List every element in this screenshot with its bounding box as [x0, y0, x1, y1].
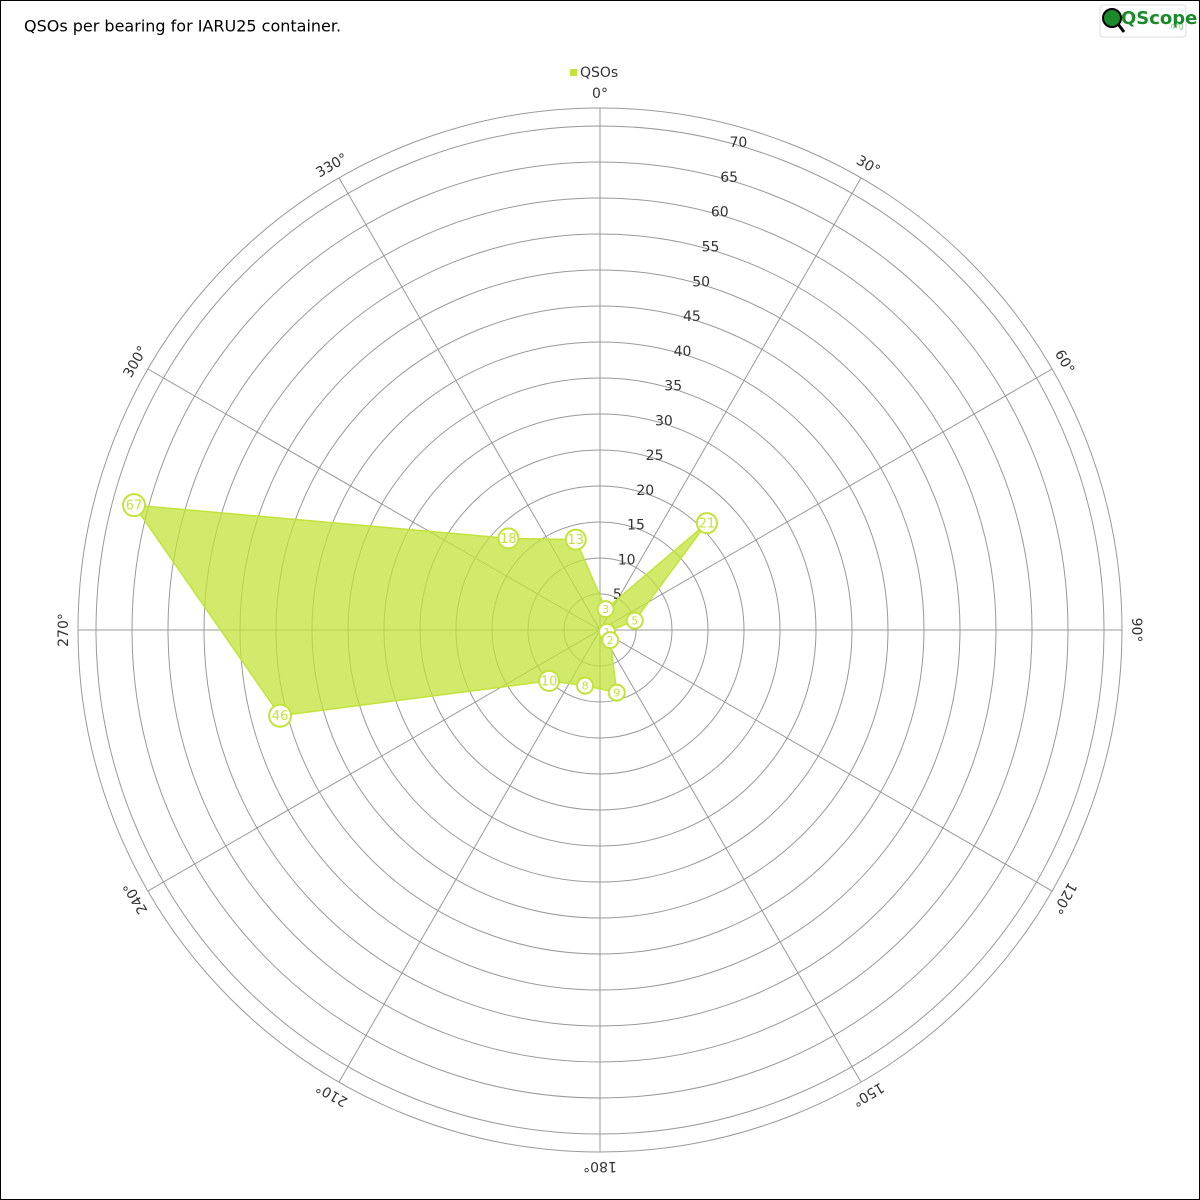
value-label: 3 — [602, 603, 609, 616]
y-tick-label: 15 — [627, 518, 645, 534]
point — [268, 703, 293, 728]
value-label: 67 — [126, 499, 143, 514]
value-label: 10 — [541, 674, 558, 689]
point — [625, 611, 644, 630]
y-tick-label: 45 — [683, 309, 701, 325]
grid-spoke — [338, 629, 601, 1083]
value-label: 18 — [500, 532, 517, 547]
y-tick-label: 40 — [674, 344, 692, 360]
angle-label: 270° — [56, 613, 72, 647]
value-label: 9 — [613, 687, 620, 700]
grid-spoke — [599, 177, 862, 631]
logo-icon — [1102, 8, 1122, 28]
point — [538, 669, 561, 692]
point — [607, 683, 626, 702]
point — [497, 527, 520, 550]
y-tick-label: 10 — [618, 552, 636, 568]
legend-swatch — [570, 69, 577, 76]
point — [576, 676, 595, 695]
y-tick-label: 50 — [692, 274, 710, 290]
legend-label: QSOs — [580, 65, 618, 81]
value-label: 13 — [568, 533, 585, 548]
angle-label: 90° — [1128, 618, 1144, 643]
y-tick-label: 65 — [720, 170, 738, 186]
y-tick-label: 35 — [664, 379, 682, 395]
point — [596, 600, 615, 619]
y-tick-label: 60 — [711, 205, 729, 221]
point — [564, 528, 587, 551]
value-label: 2 — [607, 634, 614, 647]
grid-spoke — [599, 629, 1053, 892]
y-tick-label: 30 — [655, 413, 673, 429]
y-tick-label: 25 — [646, 448, 664, 464]
angle-label: 180° — [583, 1158, 617, 1174]
y-tick-label: 55 — [702, 239, 720, 255]
value-label: 46 — [272, 709, 289, 724]
logo-suffix: .org — [1168, 22, 1184, 31]
chart-title: QSOs per bearing for IARU25 container. — [24, 17, 341, 36]
y-tick-label: 70 — [730, 135, 748, 151]
grid-spoke — [599, 368, 1053, 631]
logo-text: QScope — [1121, 8, 1197, 29]
logo-icon-handle — [1116, 23, 1126, 33]
y-tick-label: 5 — [613, 587, 622, 603]
y-tick-label: 20 — [636, 483, 654, 499]
value-label: 5 — [631, 615, 638, 628]
logo: QScope .org — [1099, 4, 1197, 38]
value-label: 8 — [582, 680, 589, 693]
point — [122, 493, 147, 518]
angle-label: 0° — [592, 86, 608, 102]
value-label: 21 — [699, 517, 716, 532]
point — [601, 631, 620, 650]
grid-spoke — [599, 629, 862, 1083]
point — [695, 512, 718, 535]
